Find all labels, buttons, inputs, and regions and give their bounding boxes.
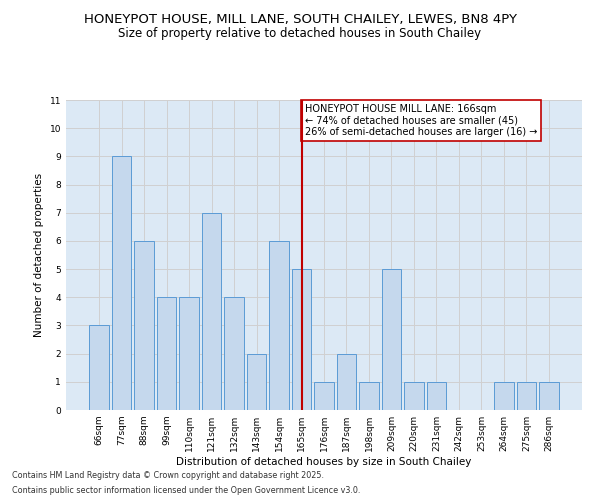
Text: HONEYPOT HOUSE, MILL LANE, SOUTH CHAILEY, LEWES, BN8 4PY: HONEYPOT HOUSE, MILL LANE, SOUTH CHAILEY…: [83, 12, 517, 26]
Bar: [427, 382, 446, 410]
Bar: [337, 354, 356, 410]
Bar: [404, 382, 424, 410]
Bar: [494, 382, 514, 410]
Bar: [292, 269, 311, 410]
X-axis label: Distribution of detached houses by size in South Chailey: Distribution of detached houses by size …: [176, 457, 472, 467]
Bar: [202, 212, 221, 410]
Text: Contains HM Land Registry data © Crown copyright and database right 2025.: Contains HM Land Registry data © Crown c…: [12, 471, 324, 480]
Text: HONEYPOT HOUSE MILL LANE: 166sqm
← 74% of detached houses are smaller (45)
26% o: HONEYPOT HOUSE MILL LANE: 166sqm ← 74% o…: [305, 104, 537, 138]
Bar: [314, 382, 334, 410]
Y-axis label: Number of detached properties: Number of detached properties: [34, 173, 44, 337]
Bar: [359, 382, 379, 410]
Bar: [517, 382, 536, 410]
Bar: [224, 298, 244, 410]
Bar: [179, 298, 199, 410]
Text: Contains public sector information licensed under the Open Government Licence v3: Contains public sector information licen…: [12, 486, 361, 495]
Bar: [247, 354, 266, 410]
Bar: [269, 241, 289, 410]
Bar: [134, 241, 154, 410]
Bar: [382, 269, 401, 410]
Bar: [112, 156, 131, 410]
Bar: [89, 326, 109, 410]
Text: Size of property relative to detached houses in South Chailey: Size of property relative to detached ho…: [118, 28, 482, 40]
Bar: [157, 298, 176, 410]
Bar: [539, 382, 559, 410]
